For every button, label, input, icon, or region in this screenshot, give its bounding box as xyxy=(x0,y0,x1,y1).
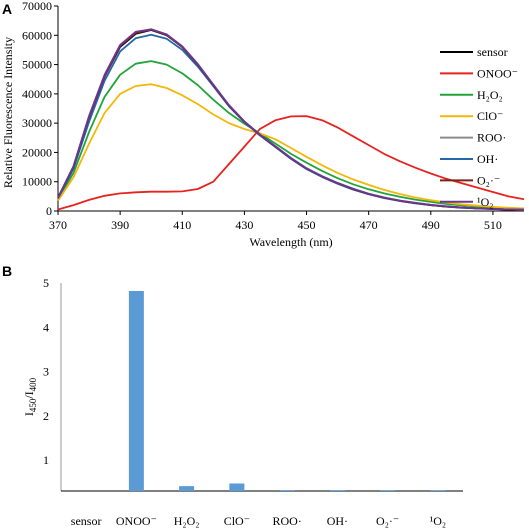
spectra-legend: sensor ONOO⁻ H₂O₂ ClO⁻ ROO· OH· O₂·⁻ ¹O₂ xyxy=(440,45,518,209)
ratio-x-tick-label: sensor xyxy=(71,514,102,528)
spectra-y-tick-label: 20000 xyxy=(22,145,52,159)
ratio-axes: 1 2 3 4 5 sensor ONOO⁻ H₂O₂ ClO⁻ ROO· OH· O₂·⁻ ¹O₂ xyxy=(43,276,463,528)
ratio-y-axis-title-sub2: 400 xyxy=(28,377,38,391)
spectra-axes: 0 10000 20000 30000 40000 50000 60000 70000 370 3… xyxy=(22,0,524,232)
spectra-y-tick-label: 0 xyxy=(46,204,52,218)
ratio-y-axis-title-slash: /I xyxy=(22,391,36,398)
spectra-legend-label: H₂O₂ xyxy=(477,88,503,102)
ratio-y-axis-title: I450/I400 xyxy=(22,377,38,416)
spectra-x-tick-label: 510 xyxy=(484,218,502,232)
panel-b-letter: B xyxy=(2,263,12,279)
ratio-x-tick-label: OH· xyxy=(327,514,348,528)
ratio-bar xyxy=(279,490,295,491)
ratio-bar xyxy=(179,486,195,491)
spectra-y-tick-label: 10000 xyxy=(22,175,52,189)
ratio-x-tick-label: ClO⁻ xyxy=(224,514,250,528)
spectra-y-tick-label: 70000 xyxy=(22,0,52,13)
ratio-bars xyxy=(128,290,446,491)
spectra-chart: 0 10000 20000 30000 40000 50000 60000 70000 370 3… xyxy=(1,0,525,249)
spectra-legend-label: sensor xyxy=(477,45,508,59)
spectra-y-tick-label: 50000 xyxy=(22,58,52,72)
ratio-bar xyxy=(430,490,446,491)
spectra-x-tick-label: 370 xyxy=(49,218,67,232)
spectra-x-tick-label: 470 xyxy=(360,218,378,232)
ratio-y-tick-label: 5 xyxy=(43,276,49,290)
ratio-x-tick-label: ONOO⁻ xyxy=(116,514,157,528)
spectra-plot-area xyxy=(58,6,524,211)
ratio-x-tick-label: ROO· xyxy=(272,514,301,528)
spectra-legend-label: O₂·⁻ xyxy=(477,173,500,187)
spectra-legend-label: ClO⁻ xyxy=(477,109,503,123)
ratio-bar xyxy=(128,290,144,491)
spectra-legend-label: OH· xyxy=(477,152,498,166)
ratio-y-tick-label: 3 xyxy=(43,365,49,379)
spectra-y-tick-label: 30000 xyxy=(22,116,52,130)
ratio-y-tick-label: 4 xyxy=(43,320,49,334)
spectra-y-tick-label: 60000 xyxy=(22,28,52,42)
ratio-x-tick-label: ¹O₂ xyxy=(430,514,446,528)
spectra-x-tick-label: 450 xyxy=(298,218,316,232)
spectra-legend-label: ROO· xyxy=(477,131,506,145)
panel-a-letter: A xyxy=(2,1,12,17)
spectra-x-axis-title: Wavelength (nm) xyxy=(249,235,332,249)
spectra-series-line xyxy=(57,60,525,210)
spectra-x-tick-label: 390 xyxy=(111,218,129,232)
ratio-x-tick-label: O₂·⁻ xyxy=(376,514,399,528)
ratio-y-axis-title-i: I xyxy=(22,412,36,416)
spectra-x-tick-label: 410 xyxy=(173,218,191,232)
ratio-x-tick-label: H₂O₂ xyxy=(174,514,200,528)
ratio-y-tick-label: 2 xyxy=(43,409,49,423)
spectra-legend-label: ONOO⁻ xyxy=(477,66,518,80)
ratio-bar xyxy=(329,490,345,491)
spectra-x-tick-label: 490 xyxy=(422,218,440,232)
spectra-series-line xyxy=(57,115,525,211)
spectra-y-axis-title: Relative Fluorescence Intensity xyxy=(1,37,15,188)
ratio-y-tick-label: 1 xyxy=(43,453,49,467)
spectra-legend-label: ¹O₂ xyxy=(477,195,493,209)
ratio-chart: 1 2 3 4 5 sensor ONOO⁻ H₂O₂ ClO⁻ ROO· OH· O₂·⁻ ¹O₂ I… xyxy=(22,276,463,528)
ratio-bar xyxy=(229,483,245,491)
ratio-bar xyxy=(380,490,396,491)
spectra-series-line xyxy=(57,28,525,211)
ratio-y-axis-title-sub1: 450 xyxy=(28,398,38,412)
spectra-x-tick-label: 430 xyxy=(235,218,253,232)
spectra-y-tick-label: 40000 xyxy=(22,87,52,101)
spectra-series xyxy=(57,28,525,211)
svg-text:I450/I400: I450/I400 xyxy=(22,377,38,416)
